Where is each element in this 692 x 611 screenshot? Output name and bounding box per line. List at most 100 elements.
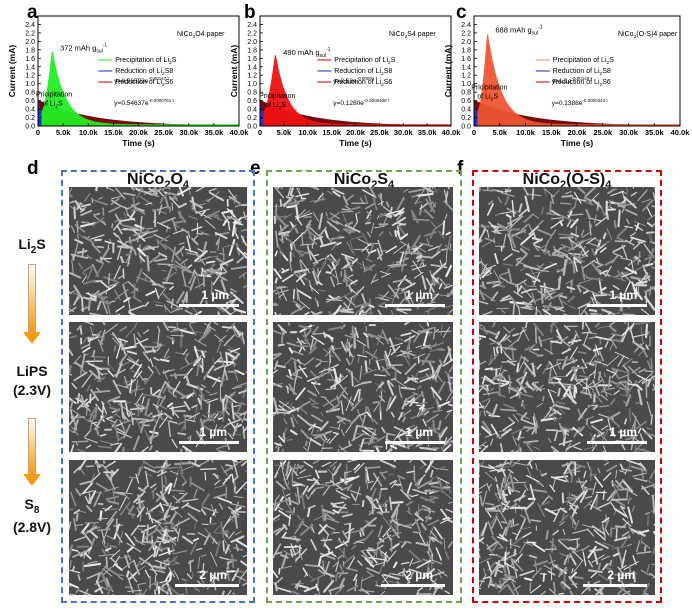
scale-bar-label: 1 µm <box>201 288 229 302</box>
y-tick-label: 1.6 <box>25 56 35 63</box>
panel-letter-e: e <box>250 158 261 179</box>
x-tick-label: 15.0k <box>322 128 342 137</box>
sem-texture <box>479 322 655 452</box>
y-axis-label: Current (mA) <box>443 45 453 98</box>
y-tick-label: 2.2 <box>25 30 35 37</box>
x-tick-label: 0 <box>472 128 476 137</box>
y-tick-label: 2.4 <box>247 22 257 29</box>
precipitation-area <box>263 54 451 127</box>
scale-bar <box>175 584 239 587</box>
legend-label: Reduction of Li2S6 <box>553 79 611 88</box>
y-tick-label: 1.4 <box>25 64 35 71</box>
scale-bar-label: 1 µm <box>609 425 637 439</box>
title-sub: 2 <box>559 179 567 192</box>
x-tick-label: 0 <box>36 128 40 137</box>
y-axis-label: Current (mA) <box>229 45 239 98</box>
scale-bar <box>587 441 647 444</box>
panel-letter-a: a <box>27 2 38 23</box>
material-label: NiCo2O4 paper <box>177 31 225 40</box>
x-tick-label: 10.0k <box>298 128 318 137</box>
y-tick-label: 2.0 <box>247 39 257 46</box>
sem-image-nico2o4-lips: 1 µm <box>69 322 247 452</box>
sem-texture <box>273 322 453 452</box>
legend-label: Reduction of Li2S6 <box>115 79 173 88</box>
column-title-nico2os4: NiCo2(O-S)4 <box>472 171 662 191</box>
y-tick-label: 0.6 <box>247 98 257 105</box>
y-tick-label: 2.0 <box>461 39 471 46</box>
sem-texture <box>273 460 453 595</box>
y-tick-label: 1.0 <box>461 81 471 88</box>
chart-a-svg: 0.0 0.20.4 0.60.8 1.01.2 1.41.6 1.82.0 2.22.4 0… <box>7 15 249 148</box>
scale-bar-label: 1 µm <box>405 288 433 302</box>
reduction-li2s8-area <box>260 100 265 126</box>
x-axis-label: Time (s) <box>339 138 372 148</box>
y-tick-label: 1.2 <box>25 73 35 80</box>
equation-1: y=0.96503e-0.00147 t <box>114 76 169 85</box>
column-box-nico2s4 <box>266 170 462 603</box>
equation-2: y=0.54637e-0.0000761 t <box>114 98 174 107</box>
y-tick-label: 0.2 <box>461 115 471 122</box>
equation-2: y=0.1280e-0.0000408 t <box>333 98 390 107</box>
material-label: NiCo2S4 paper <box>389 31 436 40</box>
y-tick-label: 0.8 <box>247 90 257 97</box>
reduction-li2s8-area <box>38 97 43 126</box>
scale-bar-label: 1 µm <box>199 425 227 439</box>
y-tick-label: 0.0 <box>247 124 257 131</box>
x-tick-label: 30.0k <box>619 128 639 137</box>
x-tick-label: 5.0k <box>492 128 507 137</box>
title-mid: O <box>170 171 183 188</box>
capacity-label: 490 mAh gsul-1 <box>283 47 330 59</box>
scale-bar <box>381 584 445 587</box>
title-sub: 4 <box>182 179 190 192</box>
sem-image-nico2o4-li2s: 1 µm <box>69 187 247 315</box>
sem-image-nico2os4-s8: 2 µm <box>479 460 655 595</box>
stage-text: S <box>24 496 34 512</box>
legend-label: Reduction of Li2S8 <box>334 68 392 77</box>
sem-image-nico2os4-li2s: 1 µm <box>479 187 655 315</box>
y-tick-label: 2.4 <box>461 22 471 29</box>
panel-letter-d: d <box>27 158 39 179</box>
stage-text: LiPS <box>16 363 48 379</box>
x-tick-label: 40.0k <box>671 128 691 137</box>
reduction-li2s8-area <box>474 100 479 126</box>
sem-image-nico2o4-s8: 2 µm <box>69 460 247 595</box>
arrow-down-icon <box>23 264 41 344</box>
scale-bar <box>179 441 239 444</box>
title-mid: (O-S) <box>566 171 606 188</box>
equation-2: y=0.1388e-0.0000343 t <box>552 98 609 107</box>
panel-letter-f: f <box>457 158 464 179</box>
scale-bar-label: 2 µm <box>199 568 227 582</box>
x-tick-label: 25.0k <box>370 128 390 137</box>
y-tick-label: 0.0 <box>25 124 35 131</box>
precip-annotation-line1: Pricipitation <box>36 91 72 98</box>
x-tick-label: 30.0k <box>394 128 414 137</box>
y-tick-label: 2.0 <box>25 39 35 46</box>
scale-bar <box>583 584 647 587</box>
scale-bar-label: 1 µm <box>405 425 433 439</box>
legend-label: Precipitation of Li2S <box>334 57 395 66</box>
x-tick-label: 10.0k <box>79 128 99 137</box>
chart-a: 0.0 0.2 0.4 0.6 0.8 1.0 1.2 1.4 1.6 1.8 2.0 2.2 2.4 0… <box>0 0 249 160</box>
legend-label: Reduction of Li2S8 <box>115 68 173 77</box>
y-tick-label: 1.8 <box>25 47 35 54</box>
y-tick-label: 2.2 <box>247 30 257 37</box>
y-tick-label: 0.6 <box>25 98 35 105</box>
y-tick-label: 0.2 <box>247 115 257 122</box>
sem-image-nico2s4-s8: 2 µm <box>273 460 453 595</box>
title-sub: 4 <box>388 179 395 192</box>
sem-texture <box>273 187 453 315</box>
x-tick-label: 40.0k <box>442 128 462 137</box>
chart-b-svg: 0.0 0.20.4 0.60.8 1.01.2 1.41.6 1.82.0 2.22.4 0… <box>229 15 461 148</box>
precip-annotation-line2: of Li2S <box>265 102 286 111</box>
x-tick-label: 40.0k <box>230 128 250 137</box>
stage-label-lips: LiPS (2.3V) <box>2 363 62 398</box>
stage-text: Li <box>18 236 31 252</box>
x-tick-label: 5.0k <box>56 128 71 137</box>
equation-1: y=1.1e-0.00148 t <box>552 76 593 85</box>
scale-bar <box>385 304 445 307</box>
y-tick-label: 0.4 <box>25 107 35 114</box>
sem-texture <box>479 187 655 315</box>
y-tick-label: 1.6 <box>461 56 471 63</box>
sem-image-nico2os4-lips: 1 µm <box>479 322 655 452</box>
scale-bar <box>179 304 239 307</box>
